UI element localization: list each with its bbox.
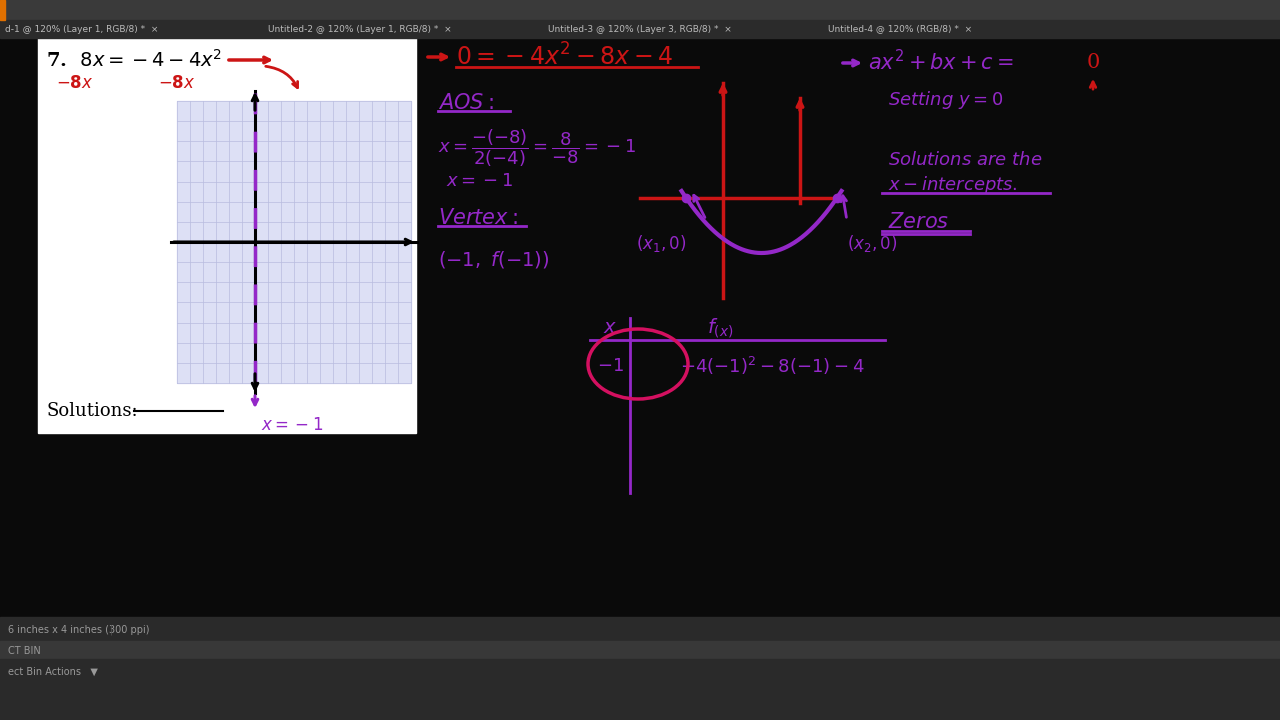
Text: Solutions:: Solutions: [46, 402, 138, 420]
Text: $(x_1, 0)$: $(x_1, 0)$ [636, 233, 686, 253]
Text: d-1 @ 120% (Layer 1, RGB/8) *  ×: d-1 @ 120% (Layer 1, RGB/8) * × [5, 24, 159, 34]
Bar [436, 168, 524, 194]
Text: $ax^2 + bx + c = $: $ax^2 + bx + c = $ [868, 50, 1014, 75]
Text: $(-1,\  f(-1))$: $(-1,\ f(-1))$ [438, 250, 549, 271]
Text: $(x_2, 0)$: $(x_2, 0)$ [847, 233, 897, 253]
Text: $AOS:$: $AOS:$ [438, 93, 494, 113]
Text: $0 = -4x^2 - 8x - 4$: $0 = -4x^2 - 8x - 4$ [456, 43, 673, 71]
Text: CT BIN: CT BIN [8, 646, 41, 656]
Bar [0, 641, 1280, 659]
Bar [0, 0, 1280, 20]
Text: $x = \dfrac{-(-8)}{2(-4)} = \dfrac{8}{-8} = -1$: $x = \dfrac{-(-8)}{2(-4)} = \dfrac{8}{-8… [438, 127, 636, 168]
Text: $x = -1$: $x = -1$ [447, 172, 513, 190]
Text: Untitled-2 @ 120% (Layer 1, RGB/8) *  ×: Untitled-2 @ 120% (Layer 1, RGB/8) * × [268, 24, 452, 34]
Bar [1073, 50, 1114, 74]
Text: $Solutions\ are\ the$: $Solutions\ are\ the$ [888, 151, 1043, 169]
Text: $x = -1$: $x = -1$ [261, 416, 324, 433]
Text: 7.  $8x = -4 - 4x^2$: 7. $8x = -4 - 4x^2$ [46, 49, 223, 71]
Bar [177, 101, 411, 383]
Text: 6 inches x 4 inches (300 ppi): 6 inches x 4 inches (300 ppi) [8, 625, 150, 635]
Text: Untitled-4 @ 120% (RGB/8) *  ×: Untitled-4 @ 120% (RGB/8) * × [828, 24, 972, 34]
Text: $- \mathbf{8}x$: $- \mathbf{8}x$ [56, 74, 93, 91]
Bar [0, 20, 1280, 38]
Text: $f_{(x)}$: $f_{(x)}$ [707, 316, 733, 340]
Text: $-1$: $-1$ [596, 357, 623, 375]
Text: ect Bin Actions   ▼: ect Bin Actions ▼ [8, 667, 97, 677]
Text: $x-intercepts.$: $x-intercepts.$ [888, 174, 1018, 196]
Text: Untitled-3 @ 120% (Layer 3, RGB/8) *  ×: Untitled-3 @ 120% (Layer 3, RGB/8) * × [548, 24, 732, 34]
Text: $-4(-1)^2 - 8(-1) - 4$: $-4(-1)^2 - 8(-1) - 4$ [680, 355, 864, 377]
Bar [0, 659, 1280, 720]
Text: $x$: $x$ [603, 319, 617, 337]
Bar [38, 38, 416, 433]
Bar [0, 0, 5, 20]
Bar [0, 617, 1280, 641]
Text: $Zeros$: $Zeros$ [888, 212, 950, 232]
Text: $Setting\ y = 0$: $Setting\ y = 0$ [888, 89, 1004, 111]
Text: $Vertex:$: $Vertex:$ [438, 208, 518, 228]
Text: $-\mathbf{8}x$: $-\mathbf{8}x$ [157, 74, 196, 91]
Text: |: | [110, 625, 113, 635]
Text: 0: 0 [1087, 53, 1100, 71]
